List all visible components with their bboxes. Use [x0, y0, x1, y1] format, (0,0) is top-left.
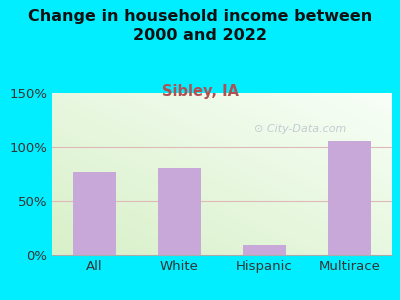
Bar: [158, 167, 201, 255]
Bar: [73, 172, 116, 255]
Text: ⊙ City-Data.com: ⊙ City-Data.com: [254, 124, 346, 134]
Bar: [243, 245, 286, 255]
Text: Change in household income between
2000 and 2022: Change in household income between 2000 …: [28, 9, 372, 43]
Bar: [328, 140, 371, 255]
Text: Sibley, IA: Sibley, IA: [162, 84, 238, 99]
